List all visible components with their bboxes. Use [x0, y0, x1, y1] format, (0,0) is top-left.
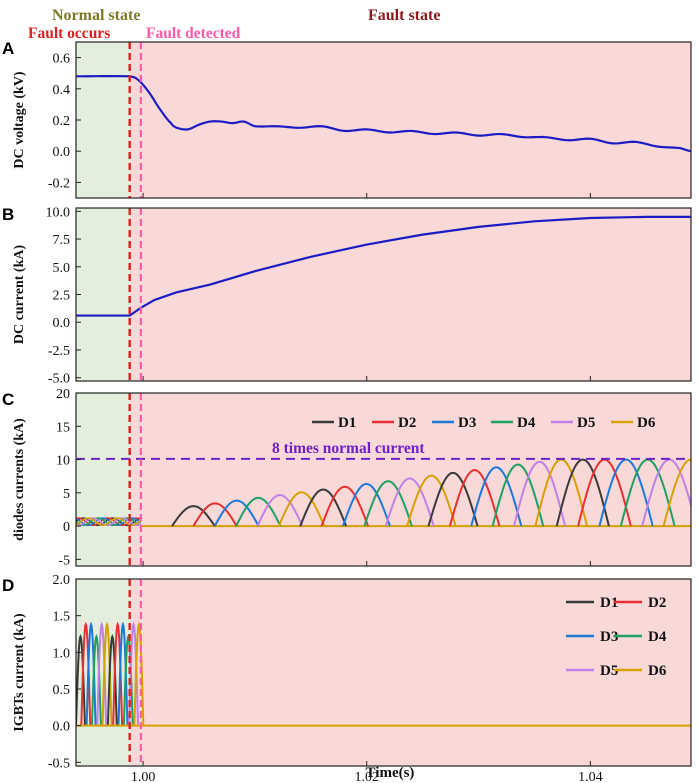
panel-letter: B — [2, 205, 14, 224]
y-tick-label: 0.0 — [53, 316, 71, 331]
y-tick-label: 5 — [63, 487, 70, 502]
y-tick-label: -5 — [58, 553, 70, 568]
legend-label: D1 — [600, 595, 618, 611]
panel-letter: D — [2, 576, 14, 595]
y-tick-label: -0.2 — [48, 176, 70, 191]
diode-lobe — [277, 491, 326, 527]
diode-lobe — [491, 463, 545, 527]
panel-C: 8 times normal current 20 15 10 5 0 -5 diodes c… — [2, 387, 692, 568]
y-axis-label: DC voltage (kV) — [12, 71, 27, 169]
diode-lobe — [555, 458, 610, 527]
normal-region — [76, 42, 130, 198]
legend-d: D1 D2 D3 D4 D5 D6 — [566, 595, 667, 679]
y-tick-label: 10 — [56, 454, 70, 469]
x-axis-label: Time(s) — [366, 765, 415, 781]
y-tick-label: 5.0 — [53, 261, 71, 276]
igbt-pulse — [133, 621, 145, 726]
legend-label: D3 — [458, 415, 476, 431]
diode-lobe — [192, 502, 238, 527]
diode-lobe — [598, 458, 654, 527]
normal-region — [76, 208, 130, 381]
legend-label: D2 — [398, 415, 416, 431]
y-tick-label: 0.4 — [53, 83, 71, 98]
y-tick-label: 0.0 — [53, 145, 71, 160]
y-tick-label: -0.5 — [48, 756, 70, 771]
reference-annotation: 8 times normal current — [272, 440, 425, 457]
y-tick-label: 2.0 — [53, 573, 71, 588]
series-line-a — [76, 74, 691, 153]
fault-region — [129, 579, 691, 766]
panel-frame — [75, 578, 692, 767]
y-tick-label: 2.5 — [53, 289, 71, 304]
legend-label: D6 — [648, 663, 667, 679]
panel-frame — [75, 392, 692, 567]
y-tick-label: 15 — [56, 420, 70, 435]
y-tick-label: 0 — [63, 520, 70, 535]
legend-label: D4 — [517, 415, 536, 431]
y-tick-label: 0.6 — [53, 52, 71, 67]
panel-D: 2.0 1.5 1.0 0.5 0.0 -0.5 IGBTs current (kA) D D1… — [2, 573, 692, 771]
x-tick-label: 1.04 — [578, 770, 603, 783]
fault-state-label: Fault state — [368, 7, 440, 24]
panel-B: 10.0 7.5 5.0 2.5 0.0 -2.5 -5.0 DC current (kA) B — [2, 205, 692, 387]
legend-label: D5 — [600, 663, 618, 679]
legend-label: D1 — [338, 415, 356, 431]
series-line-b — [76, 215, 691, 317]
plot-area — [76, 74, 691, 153]
legend-label: D2 — [648, 595, 666, 611]
legend-c: D1 D2 D3 D4 D5 D6 — [312, 415, 656, 431]
normal-ripple-d5 — [76, 517, 142, 527]
diode-lobe — [513, 460, 567, 527]
y-tick-label: 20 — [56, 387, 70, 402]
plot-area — [76, 458, 691, 528]
normal-ripple-d6 — [76, 517, 142, 527]
plot-area — [76, 215, 691, 317]
y-tick-label: 10.0 — [46, 205, 71, 220]
y-tick-label: -2.5 — [48, 344, 70, 359]
diode-lobe — [363, 480, 413, 527]
fault-region — [129, 393, 691, 566]
diode-lobe — [299, 488, 348, 527]
y-axis-label: diodes currents (kA) — [12, 418, 27, 541]
y-tick-label: 0.0 — [53, 720, 71, 735]
normal-state-label: Normal state — [52, 7, 140, 24]
diode-lobe — [406, 474, 457, 527]
x-tick-label: 1.02 — [354, 770, 379, 783]
y-tick-label: 1.5 — [53, 610, 71, 625]
panel-letter: C — [2, 390, 14, 409]
y-tick-label: -5.0 — [48, 372, 70, 387]
fault-detected-label: Fault detected — [146, 25, 241, 42]
diode-lobe — [427, 471, 479, 527]
plot-area — [76, 621, 691, 727]
normal-region — [76, 393, 130, 566]
y-axis-label: DC current (kA) — [12, 245, 27, 345]
y-tick-label: 0.2 — [53, 114, 71, 129]
diode-lobe — [213, 499, 260, 527]
diode-lobe — [342, 482, 391, 527]
diode-lobe — [384, 477, 435, 527]
panel-A: 0.6 0.4 0.2 0.0 -0.2 DC voltage (kV) A — [2, 39, 692, 199]
diode-lobe — [448, 469, 501, 527]
panel-letter: A — [2, 39, 14, 58]
x-tick-label: 1.00 — [131, 770, 156, 783]
y-axis-label: IGBTs current (kA) — [12, 613, 27, 732]
diode-lobe — [235, 496, 282, 527]
y-tick-label: 7.5 — [53, 233, 71, 248]
legend-label: D4 — [648, 629, 667, 645]
y-tick-label: 1.0 — [53, 646, 71, 661]
legend-label: D5 — [577, 415, 595, 431]
legend-label: D6 — [637, 415, 656, 431]
diode-lobe — [171, 505, 216, 527]
legend-label: D3 — [600, 629, 618, 645]
diode-lobe — [256, 494, 304, 527]
y-tick-label: 0.5 — [53, 683, 71, 698]
fault-region — [129, 208, 691, 381]
fault-occurs-label: Fault occurs — [28, 25, 110, 42]
diode-lobe — [662, 458, 691, 527]
diode-lobe — [470, 466, 523, 527]
fault-region — [129, 42, 691, 198]
diode-lobe — [320, 485, 370, 527]
